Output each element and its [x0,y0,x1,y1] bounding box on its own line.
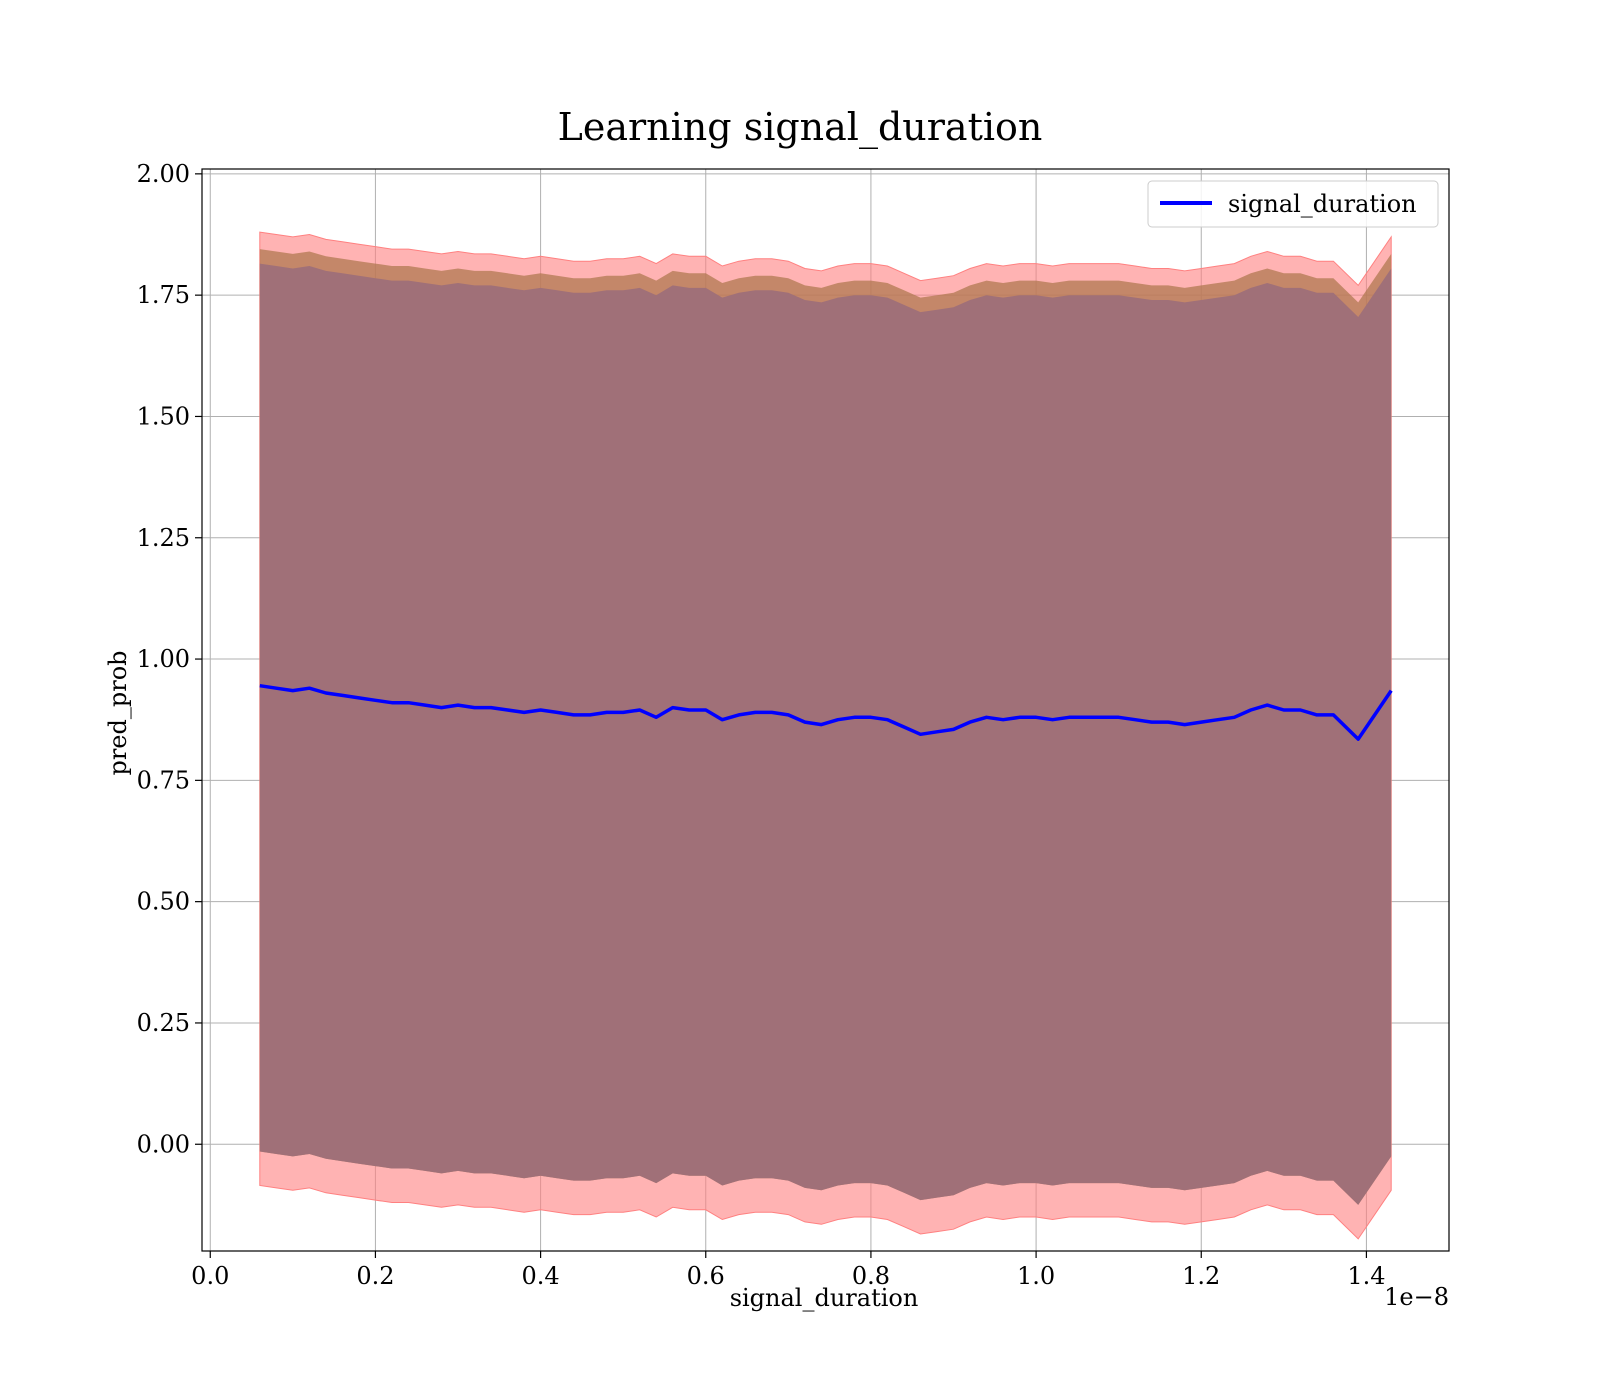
plot-frame [201,168,1450,1252]
y-tick-label: 0.50 [137,888,190,916]
band-core [259,263,1392,1205]
x-axis-offset-label: 1e−8 [1384,1283,1449,1311]
y-tick-label: 0.25 [137,1009,190,1037]
x-tick-label: 0.8 [852,1262,890,1290]
y-tick-label: 0.00 [137,1130,190,1158]
x-tick-label: 0.2 [356,1262,394,1290]
y-tick-label: 1.00 [137,645,190,673]
y-tick-label: 1.25 [137,524,190,552]
chart-title: Learning signal_duration [558,105,1043,150]
y-tick-label: 2.00 [137,160,190,188]
x-tick-label: 1.2 [1182,1262,1220,1290]
series-line-signal-duration [259,683,1393,741]
legend: signal_duration [1147,180,1439,228]
band-layer [259,231,1392,1240]
y-axis-ticks: 0.00 0.25 0.50 0.75 1.00 1.25 1.50 1.75 2.00 [137,160,202,1158]
y-tick-label: 1.50 [137,402,190,430]
x-tick-label: 1.4 [1347,1262,1385,1290]
y-axis-label: pred_prob [104,650,132,775]
x-tick-label: 1.0 [1017,1262,1055,1290]
x-axis-ticks: 0.0 0.2 0.4 0.6 0.8 1.0 1.2 1.4 [191,1251,1386,1290]
x-tick-label: 0.4 [522,1262,560,1290]
x-tick-label: 0.0 [191,1262,229,1290]
y-tick-label: 0.75 [137,766,190,794]
line-layer [259,683,1393,741]
x-tick-label: 0.6 [687,1262,725,1290]
legend-box [1147,180,1439,228]
legend-label-signal-duration: signal_duration [1228,190,1417,218]
x-axis-label: signal_duration [730,1284,919,1312]
y-tick-label: 1.75 [137,281,190,309]
